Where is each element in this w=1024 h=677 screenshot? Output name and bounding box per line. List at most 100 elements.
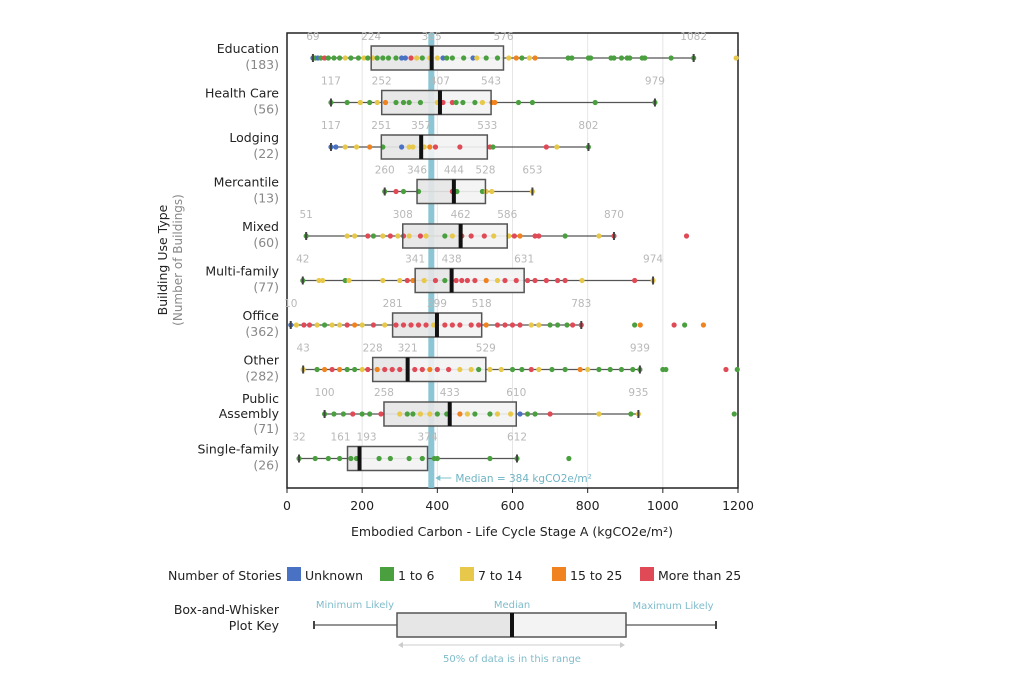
median-bar xyxy=(434,313,439,337)
q1-label: 281 xyxy=(383,298,403,310)
legend-swatch-u xyxy=(287,567,301,581)
data-point xyxy=(316,277,322,284)
max-label: 802 xyxy=(578,120,598,132)
data-point xyxy=(442,277,448,284)
q3-label: 543 xyxy=(481,76,501,88)
data-point xyxy=(509,322,516,328)
data-point xyxy=(733,55,739,61)
data-point xyxy=(380,277,386,284)
data-point xyxy=(585,366,591,373)
category-count: (26) xyxy=(253,458,279,473)
q1-label: 224 xyxy=(361,31,381,43)
overall-median-line xyxy=(428,33,435,488)
median-label: 407 xyxy=(430,76,450,88)
data-point xyxy=(464,411,470,417)
data-point xyxy=(487,455,493,462)
data-point xyxy=(562,366,568,373)
median-label: 438 xyxy=(442,254,462,266)
data-point xyxy=(421,277,427,284)
max-label: 612 xyxy=(507,432,527,444)
data-point xyxy=(314,322,320,328)
category-row: Lodging(22) 117 251 357 533 802 xyxy=(229,120,598,161)
key-box-lower xyxy=(397,613,512,637)
data-point xyxy=(410,411,416,417)
data-point xyxy=(406,99,412,106)
data-point xyxy=(393,188,399,195)
legend-label: 15 to 25 xyxy=(570,568,622,583)
data-point xyxy=(483,55,489,61)
overall-median-annotation: Median = 384 kgCO2e/m² xyxy=(435,473,592,485)
data-point xyxy=(410,144,416,150)
data-point xyxy=(453,277,459,284)
q1-label: 228 xyxy=(363,343,383,355)
data-point xyxy=(607,366,613,373)
data-point xyxy=(414,55,420,61)
data-point xyxy=(498,366,504,373)
data-point xyxy=(423,322,429,328)
data-point xyxy=(340,411,346,417)
data-point xyxy=(365,55,371,61)
q3-label: 631 xyxy=(514,254,534,266)
data-point xyxy=(494,322,501,328)
data-point xyxy=(342,277,348,284)
data-point xyxy=(596,411,602,417)
data-point xyxy=(393,99,399,106)
data-point xyxy=(611,55,617,61)
data-point xyxy=(415,322,422,328)
x-tick-label: 1200 xyxy=(722,498,754,513)
data-point xyxy=(479,99,486,106)
overall-median-arrowhead xyxy=(435,475,441,481)
max-label: 653 xyxy=(522,165,542,177)
legend-swatch-o xyxy=(552,567,566,581)
median-bar xyxy=(458,224,463,248)
data-point xyxy=(342,55,348,61)
data-point xyxy=(404,277,410,284)
data-point xyxy=(361,55,367,61)
data-point xyxy=(376,455,382,462)
data-point xyxy=(417,411,424,417)
median-bar xyxy=(429,46,434,70)
data-point xyxy=(637,322,643,328)
data-point xyxy=(588,55,594,61)
data-point xyxy=(517,411,523,417)
box-upper-half xyxy=(359,446,428,471)
data-point xyxy=(374,366,380,373)
max-label: 783 xyxy=(571,298,591,310)
data-point xyxy=(393,322,399,328)
box xyxy=(371,356,487,383)
data-point xyxy=(325,455,331,462)
data-point xyxy=(481,233,487,239)
q3-label: 610 xyxy=(506,387,526,399)
min-label: 260 xyxy=(375,165,395,177)
median-bar xyxy=(451,179,456,204)
data-point xyxy=(400,99,407,106)
data-point xyxy=(700,322,707,328)
data-point xyxy=(442,233,448,239)
data-point xyxy=(453,99,459,106)
category-count: (56) xyxy=(253,102,279,117)
box-lower-half xyxy=(347,446,360,471)
data-point xyxy=(506,55,512,61)
median-bar xyxy=(437,90,442,115)
box-lower-half xyxy=(417,179,454,204)
data-point xyxy=(378,411,384,417)
data-point xyxy=(549,366,555,373)
data-point xyxy=(400,233,407,239)
category-row: Multi-family(77) 42 341 438 631 974 xyxy=(205,254,663,295)
data-point xyxy=(301,322,307,328)
data-point xyxy=(526,55,533,61)
data-point xyxy=(406,455,412,462)
category-count: (22) xyxy=(253,146,279,161)
data-point xyxy=(632,277,638,284)
data-point xyxy=(380,233,386,239)
data-point xyxy=(562,277,568,284)
data-point xyxy=(389,366,395,373)
max-label: 939 xyxy=(630,343,650,355)
data-point xyxy=(325,55,331,61)
data-point xyxy=(337,55,343,61)
median-label: 433 xyxy=(440,387,460,399)
data-point xyxy=(515,99,522,106)
data-point xyxy=(577,366,583,373)
data-point xyxy=(427,144,433,150)
